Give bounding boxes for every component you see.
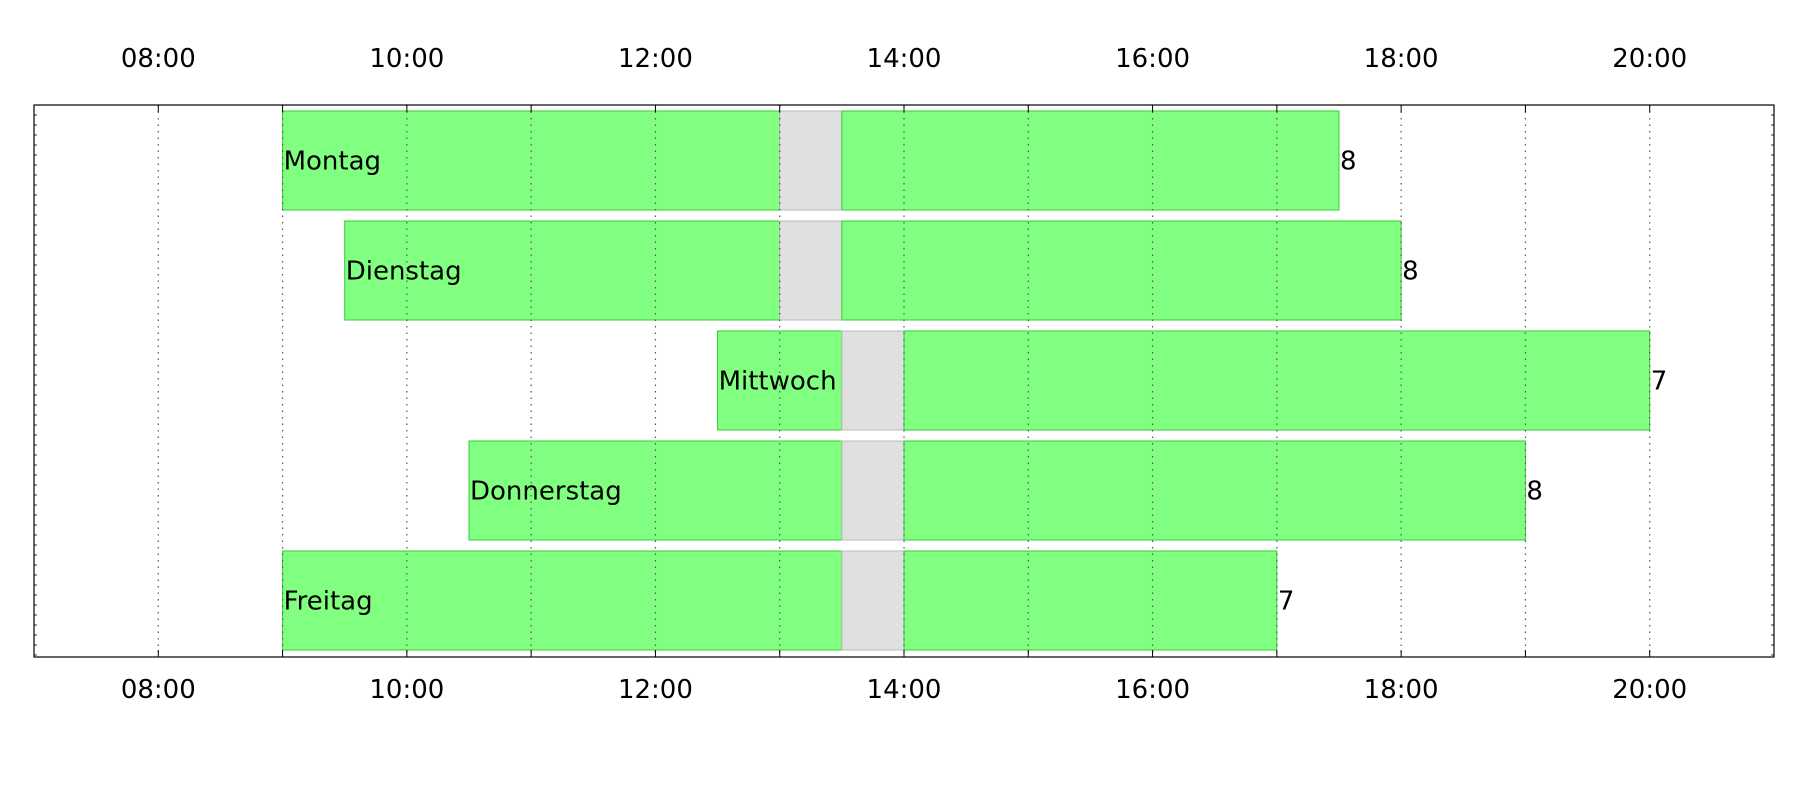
- work-bar-before-break: [282, 550, 843, 651]
- work-bar-before-break: [344, 220, 781, 321]
- axis-ticks: [34, 105, 1774, 657]
- hours-label: 7: [1651, 367, 1668, 397]
- work-bar-after-break: [841, 110, 1340, 211]
- x-tick-label-top: 12:00: [618, 44, 693, 74]
- work-bar-before-break: [717, 330, 843, 431]
- day-label: Donnerstag: [470, 477, 622, 507]
- row-freitag: [282, 550, 1278, 651]
- x-tick-label-top: 18:00: [1364, 44, 1439, 74]
- row-montag: [282, 110, 1340, 211]
- hours-label: 8: [1526, 477, 1543, 507]
- x-tick-label-bottom: 18:00: [1364, 675, 1439, 705]
- x-tick-label-top: 20:00: [1612, 44, 1687, 74]
- work-bar-after-break: [903, 330, 1651, 431]
- x-tick-label-top: 08:00: [121, 44, 196, 74]
- x-tick-label-bottom: 20:00: [1612, 675, 1687, 705]
- break-bar: [779, 110, 843, 211]
- x-tick-label-bottom: 10:00: [369, 675, 444, 705]
- x-tick-label-bottom: 12:00: [618, 675, 693, 705]
- x-tick-label-bottom: 08:00: [121, 675, 196, 705]
- row-dienstag: [344, 220, 1402, 321]
- break-bar: [841, 440, 905, 541]
- day-label: Freitag: [284, 587, 373, 617]
- work-bar-after-break: [903, 440, 1526, 541]
- break-bar: [841, 550, 905, 651]
- break-bar: [779, 220, 843, 321]
- day-label: Dienstag: [346, 257, 462, 287]
- x-tick-label-top: 14:00: [867, 44, 942, 74]
- work-bar-before-break: [282, 110, 781, 211]
- hours-label: 7: [1278, 587, 1295, 617]
- x-tick-label-bottom: 16:00: [1115, 675, 1190, 705]
- work-bar-after-break: [841, 220, 1402, 321]
- break-bar: [841, 330, 905, 431]
- day-label: Montag: [284, 147, 381, 177]
- hours-label: 8: [1402, 257, 1419, 287]
- x-tick-label-top: 16:00: [1115, 44, 1190, 74]
- x-tick-label-bottom: 14:00: [867, 675, 942, 705]
- grid-lines: [157, 105, 1651, 657]
- bars: [282, 110, 1651, 651]
- day-label: Mittwoch: [719, 367, 837, 397]
- row-donnerstag: [468, 440, 1526, 541]
- work-bar-after-break: [903, 550, 1278, 651]
- labels: 08:00 08:00 10:00 10:00 12:00 12:00 14:00 14:00…: [121, 44, 1687, 705]
- hours-label: 8: [1340, 147, 1357, 177]
- row-mittwoch: [717, 330, 1651, 431]
- x-tick-label-top: 10:00: [369, 44, 444, 74]
